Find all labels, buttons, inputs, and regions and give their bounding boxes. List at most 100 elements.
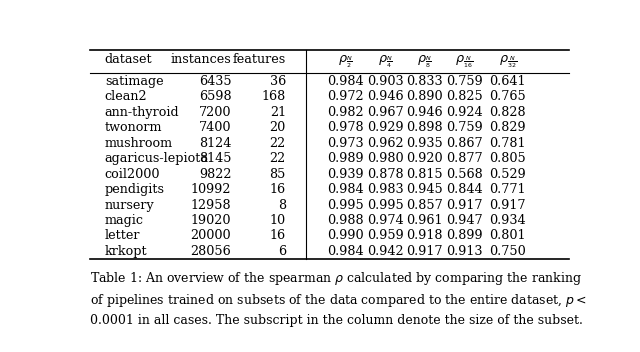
Text: 0.920: 0.920 bbox=[406, 152, 443, 165]
Text: $\rho_{\frac{N}{32}}$: $\rho_{\frac{N}{32}}$ bbox=[499, 53, 516, 70]
Text: 0.983: 0.983 bbox=[367, 183, 403, 196]
Text: instances: instances bbox=[170, 53, 231, 66]
Text: 21: 21 bbox=[269, 106, 286, 119]
Text: 0.844: 0.844 bbox=[446, 183, 483, 196]
Text: 16: 16 bbox=[269, 230, 286, 243]
Text: 6435: 6435 bbox=[198, 75, 231, 88]
Text: satimage: satimage bbox=[105, 75, 163, 88]
Text: 0.917: 0.917 bbox=[446, 199, 483, 212]
Text: agaricus-lepiota: agaricus-lepiota bbox=[105, 152, 209, 165]
Text: 0.946: 0.946 bbox=[367, 90, 403, 103]
Text: 0.568: 0.568 bbox=[446, 168, 483, 181]
Text: 12958: 12958 bbox=[191, 199, 231, 212]
Text: $\rho_{\frac{N}{2}}$: $\rho_{\frac{N}{2}}$ bbox=[338, 53, 353, 70]
Text: 0.833: 0.833 bbox=[406, 75, 443, 88]
Text: 6598: 6598 bbox=[198, 90, 231, 103]
Text: 0.990: 0.990 bbox=[327, 230, 364, 243]
Text: 85: 85 bbox=[269, 168, 286, 181]
Text: coil2000: coil2000 bbox=[105, 168, 160, 181]
Text: 0.913: 0.913 bbox=[446, 245, 483, 258]
Text: Table 1: An overview of the spearman $\rho$ calculated by comparing the ranking
: Table 1: An overview of the spearman $\r… bbox=[90, 270, 587, 327]
Text: 0.935: 0.935 bbox=[406, 137, 443, 150]
Text: 0.978: 0.978 bbox=[327, 121, 364, 134]
Text: 0.917: 0.917 bbox=[406, 245, 443, 258]
Text: 20: 20 bbox=[269, 121, 286, 134]
Text: 168: 168 bbox=[262, 90, 286, 103]
Text: 0.946: 0.946 bbox=[406, 106, 443, 119]
Text: 36: 36 bbox=[269, 75, 286, 88]
Text: 8145: 8145 bbox=[199, 152, 231, 165]
Text: 0.899: 0.899 bbox=[446, 230, 483, 243]
Text: 0.759: 0.759 bbox=[446, 75, 483, 88]
Text: mushroom: mushroom bbox=[105, 137, 173, 150]
Text: 10992: 10992 bbox=[191, 183, 231, 196]
Text: 7400: 7400 bbox=[199, 121, 231, 134]
Text: 0.982: 0.982 bbox=[327, 106, 364, 119]
Text: 0.529: 0.529 bbox=[489, 168, 526, 181]
Text: nursery: nursery bbox=[105, 199, 154, 212]
Text: $\rho_{\frac{N}{8}}$: $\rho_{\frac{N}{8}}$ bbox=[417, 53, 432, 70]
Text: 0.878: 0.878 bbox=[367, 168, 403, 181]
Text: 0.945: 0.945 bbox=[406, 183, 443, 196]
Text: 0.759: 0.759 bbox=[446, 121, 483, 134]
Text: 19020: 19020 bbox=[191, 214, 231, 227]
Text: krkopt: krkopt bbox=[105, 245, 147, 258]
Text: 0.750: 0.750 bbox=[489, 245, 526, 258]
Text: dataset: dataset bbox=[105, 53, 152, 66]
Text: 0.903: 0.903 bbox=[367, 75, 403, 88]
Text: 0.917: 0.917 bbox=[490, 199, 526, 212]
Text: 0.974: 0.974 bbox=[367, 214, 403, 227]
Text: 0.765: 0.765 bbox=[489, 90, 526, 103]
Text: 22: 22 bbox=[269, 137, 286, 150]
Text: 0.980: 0.980 bbox=[367, 152, 403, 165]
Text: 0.890: 0.890 bbox=[406, 90, 443, 103]
Text: 10: 10 bbox=[269, 214, 286, 227]
Text: magic: magic bbox=[105, 214, 144, 227]
Text: $\rho_{\frac{N}{4}}$: $\rho_{\frac{N}{4}}$ bbox=[378, 53, 392, 70]
Text: 0.959: 0.959 bbox=[367, 230, 403, 243]
Text: 9822: 9822 bbox=[199, 168, 231, 181]
Text: 0.924: 0.924 bbox=[446, 106, 483, 119]
Text: 0.898: 0.898 bbox=[406, 121, 443, 134]
Text: 6: 6 bbox=[278, 245, 286, 258]
Text: 0.641: 0.641 bbox=[490, 75, 526, 88]
Text: 0.815: 0.815 bbox=[406, 168, 443, 181]
Text: 0.857: 0.857 bbox=[406, 199, 443, 212]
Text: pendigits: pendigits bbox=[105, 183, 165, 196]
Text: 7200: 7200 bbox=[199, 106, 231, 119]
Text: 0.781: 0.781 bbox=[490, 137, 526, 150]
Text: 0.929: 0.929 bbox=[367, 121, 403, 134]
Text: 0.934: 0.934 bbox=[489, 214, 526, 227]
Text: 0.825: 0.825 bbox=[446, 90, 483, 103]
Text: 0.961: 0.961 bbox=[406, 214, 443, 227]
Text: 0.989: 0.989 bbox=[327, 152, 364, 165]
Text: features: features bbox=[232, 53, 286, 66]
Text: 0.829: 0.829 bbox=[489, 121, 526, 134]
Text: ann-thyroid: ann-thyroid bbox=[105, 106, 179, 119]
Text: 0.918: 0.918 bbox=[406, 230, 443, 243]
Text: 0.984: 0.984 bbox=[327, 183, 364, 196]
Text: twonorm: twonorm bbox=[105, 121, 163, 134]
Text: 0.972: 0.972 bbox=[327, 90, 364, 103]
Text: 0.867: 0.867 bbox=[446, 137, 483, 150]
Text: 28056: 28056 bbox=[191, 245, 231, 258]
Text: 0.967: 0.967 bbox=[367, 106, 403, 119]
Text: 0.939: 0.939 bbox=[327, 168, 364, 181]
Text: clean2: clean2 bbox=[105, 90, 147, 103]
Text: 0.828: 0.828 bbox=[489, 106, 526, 119]
Text: $\rho_{\frac{N}{16}}$: $\rho_{\frac{N}{16}}$ bbox=[456, 53, 474, 70]
Text: letter: letter bbox=[105, 230, 140, 243]
Text: 0.947: 0.947 bbox=[446, 214, 483, 227]
Text: 0.995: 0.995 bbox=[327, 199, 364, 212]
Text: 0.984: 0.984 bbox=[327, 75, 364, 88]
Text: 8: 8 bbox=[278, 199, 286, 212]
Text: 0.988: 0.988 bbox=[327, 214, 364, 227]
Text: 0.877: 0.877 bbox=[446, 152, 483, 165]
Text: 0.771: 0.771 bbox=[490, 183, 526, 196]
Text: 0.995: 0.995 bbox=[367, 199, 403, 212]
Text: 8124: 8124 bbox=[199, 137, 231, 150]
Text: 0.801: 0.801 bbox=[490, 230, 526, 243]
Text: 16: 16 bbox=[269, 183, 286, 196]
Text: 0.984: 0.984 bbox=[327, 245, 364, 258]
Text: 0.805: 0.805 bbox=[489, 152, 526, 165]
